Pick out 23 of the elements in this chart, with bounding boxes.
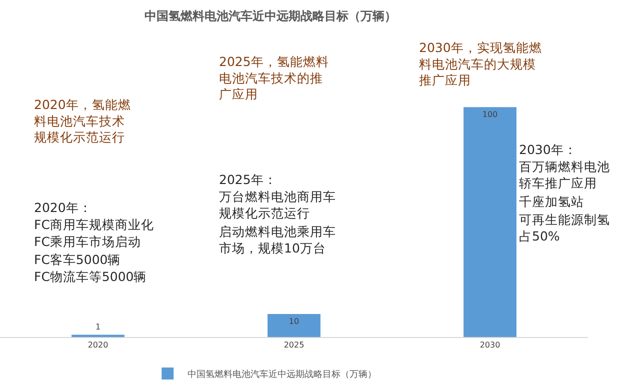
- x-tick-label: 2025: [284, 340, 304, 350]
- annotation: 2020年，氢能燃料电池汽车技术规模化示范运行: [34, 97, 131, 144]
- text: 2025年，氢能燃料电池汽车技术的推广应用: [219, 54, 329, 102]
- x-tick-label: 2030: [480, 340, 500, 350]
- annotation: 2030年：: [519, 142, 577, 157]
- text: 2030年，实现氢能燃料电池汽车的大规模推广应用: [419, 40, 542, 88]
- annotation: 2020年：: [34, 200, 92, 215]
- annotation: 2025年：: [219, 172, 277, 187]
- data-label: 100: [482, 110, 498, 120]
- data-label: 1: [95, 322, 101, 332]
- annotation: FC乘用车市场启动: [34, 234, 141, 249]
- legend-label: 中国氢燃料电池汽车近中远期战略目标（万辆）: [188, 369, 377, 380]
- annotation: 千座加氢站: [519, 194, 584, 209]
- annotation: 万台燃料电池商用车规模化示范运行: [219, 189, 336, 220]
- annotation: FC商用车规模商业化: [34, 217, 154, 232]
- annotation: 可再生能源制氢占50%: [519, 212, 610, 244]
- annotation: FC物流车等5000辆: [34, 269, 147, 284]
- annotation: 启动燃料电池乘用车市场，规模10万台: [219, 224, 336, 256]
- data-label: 10: [288, 317, 300, 326]
- chart-title: 中国氢燃料电池汽车近中远期战略目标（万辆）: [144, 9, 396, 24]
- annotation: 百万辆燃料电池轿车推广应用: [519, 159, 610, 190]
- annotation: FC客车5000辆: [34, 252, 121, 267]
- x-tick-label: 2020: [88, 340, 108, 350]
